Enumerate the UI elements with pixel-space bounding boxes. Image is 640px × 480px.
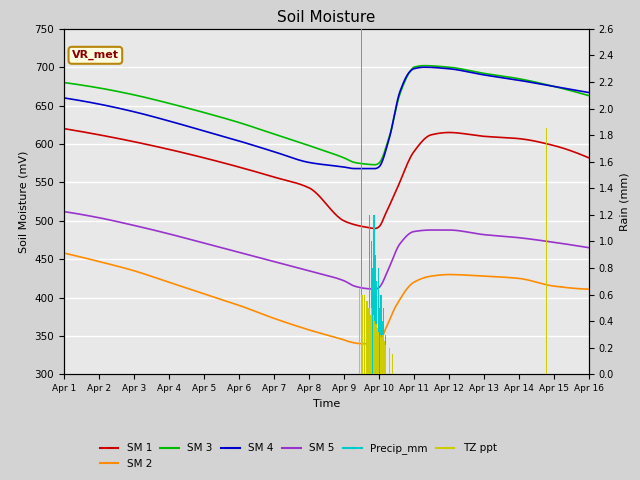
Bar	[367, 301, 368, 374]
Bar	[383, 308, 384, 374]
Bar	[370, 314, 371, 374]
Text: VR_met: VR_met	[72, 50, 119, 60]
Bar	[364, 295, 365, 374]
Bar	[377, 328, 378, 374]
Bar	[362, 295, 363, 374]
Bar	[382, 321, 383, 374]
Bar	[369, 308, 370, 374]
X-axis label: Time: Time	[313, 399, 340, 408]
Bar	[374, 321, 375, 374]
Bar	[384, 341, 385, 374]
Bar	[378, 268, 379, 374]
Bar	[385, 345, 387, 374]
Bar	[372, 314, 374, 374]
Title: Soil Moisture: Soil Moisture	[277, 10, 376, 25]
Bar	[392, 354, 394, 374]
Bar	[371, 241, 372, 374]
Bar	[546, 129, 547, 374]
Bar	[381, 337, 382, 374]
Bar	[365, 301, 367, 374]
Bar	[380, 295, 381, 374]
Bar	[376, 324, 377, 374]
Bar	[378, 332, 380, 374]
Bar	[369, 215, 370, 374]
Bar	[385, 335, 386, 374]
Bar	[361, 29, 362, 374]
Bar	[372, 268, 373, 374]
Y-axis label: Rain (mm): Rain (mm)	[620, 172, 630, 231]
Bar	[375, 255, 376, 374]
Bar	[371, 308, 372, 374]
Y-axis label: Soil Moisture (mV): Soil Moisture (mV)	[19, 150, 29, 253]
Bar	[383, 335, 384, 374]
Legend: SM 1, SM 2, SM 3, SM 4, SM 5, Precip_mm, TZ ppt: SM 1, SM 2, SM 3, SM 4, SM 5, Precip_mm,…	[95, 439, 501, 473]
Bar	[388, 348, 390, 374]
Bar	[380, 335, 381, 374]
Bar	[376, 281, 378, 374]
Bar	[359, 288, 360, 374]
Bar	[379, 308, 380, 374]
